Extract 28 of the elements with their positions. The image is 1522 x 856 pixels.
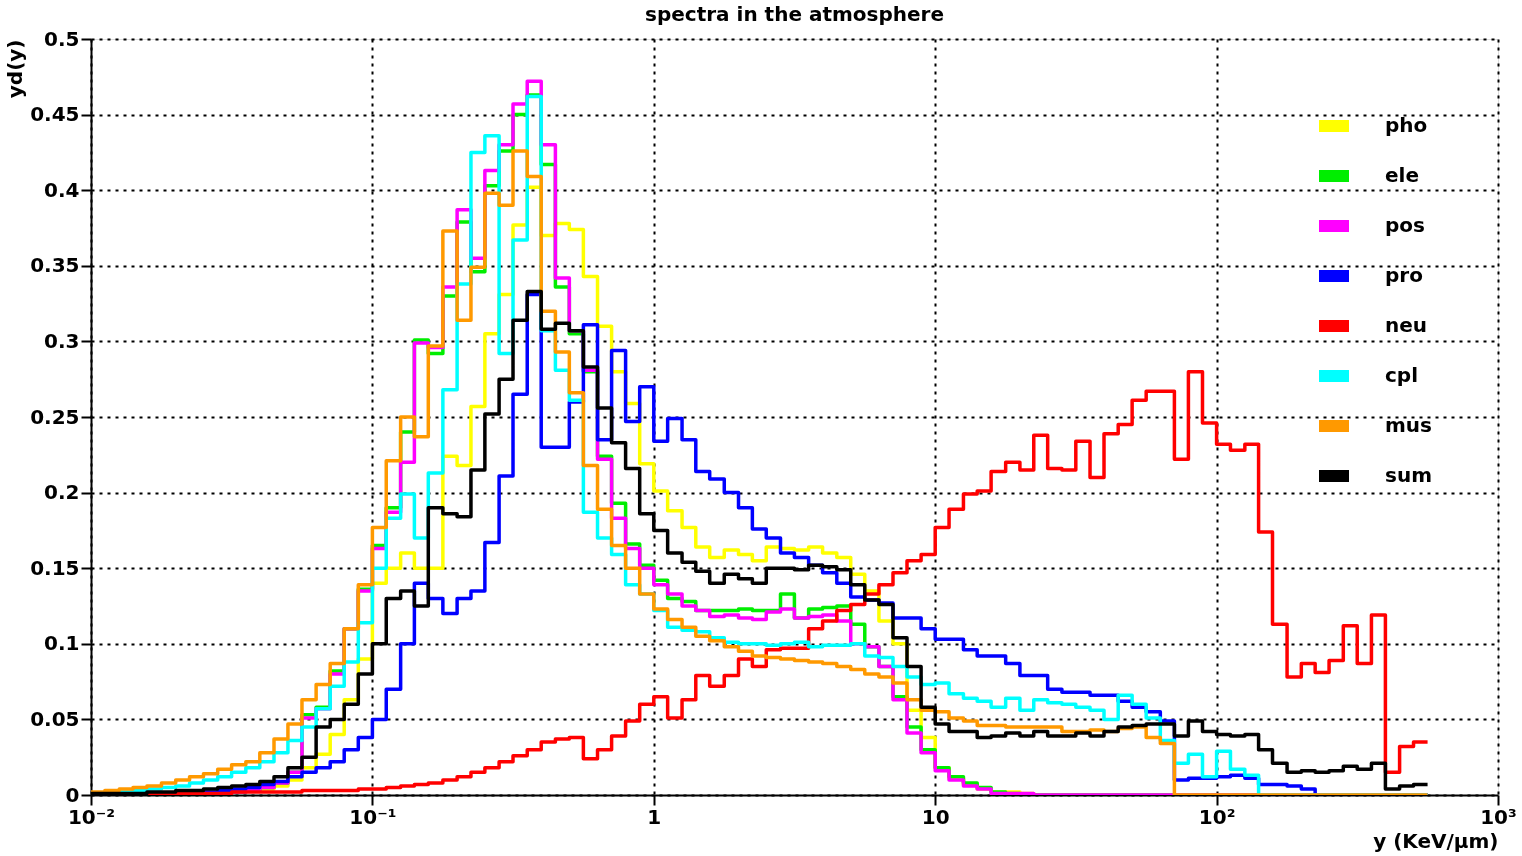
y-axis-title: yd(y)	[3, 39, 28, 99]
chart-title: spectra in the atmosphere	[645, 2, 944, 26]
legend-label: pos	[1385, 213, 1425, 237]
x-tick-label: 10	[921, 804, 950, 829]
x-axis-title: y (KeV/µm)	[1373, 828, 1499, 853]
x-tick-label: 10⁻²	[67, 804, 116, 829]
y-tick-label: 0.05	[30, 706, 80, 731]
x-tick-label: 10³	[1480, 804, 1517, 829]
x-tick-label: 1	[647, 804, 662, 829]
y-tick-label: 0.5	[44, 26, 80, 51]
legend-label: sum	[1385, 463, 1432, 487]
legend-label: cpl	[1385, 363, 1419, 387]
y-tick-label: 0.2	[44, 480, 80, 505]
y-tick-label: 0.4	[44, 177, 80, 202]
y-tick-label: 0.15	[30, 555, 80, 580]
x-tick-label: 10⁻¹	[349, 804, 397, 829]
x-tick-label: 10²	[1198, 804, 1236, 829]
legend-label: mus	[1385, 413, 1432, 437]
y-tick-label: 0.45	[30, 102, 80, 127]
y-tick-label: 0.35	[30, 253, 80, 278]
legend-label: ele	[1385, 163, 1419, 187]
legend-label: neu	[1385, 313, 1428, 337]
legend-label: pho	[1385, 113, 1428, 137]
y-tick-label: 0.25	[30, 404, 80, 429]
legend-label: pro	[1385, 263, 1423, 287]
y-tick-label: 0.3	[44, 328, 80, 353]
y-tick-label: 0.1	[44, 631, 80, 656]
y-tick-label: 0	[65, 782, 80, 807]
